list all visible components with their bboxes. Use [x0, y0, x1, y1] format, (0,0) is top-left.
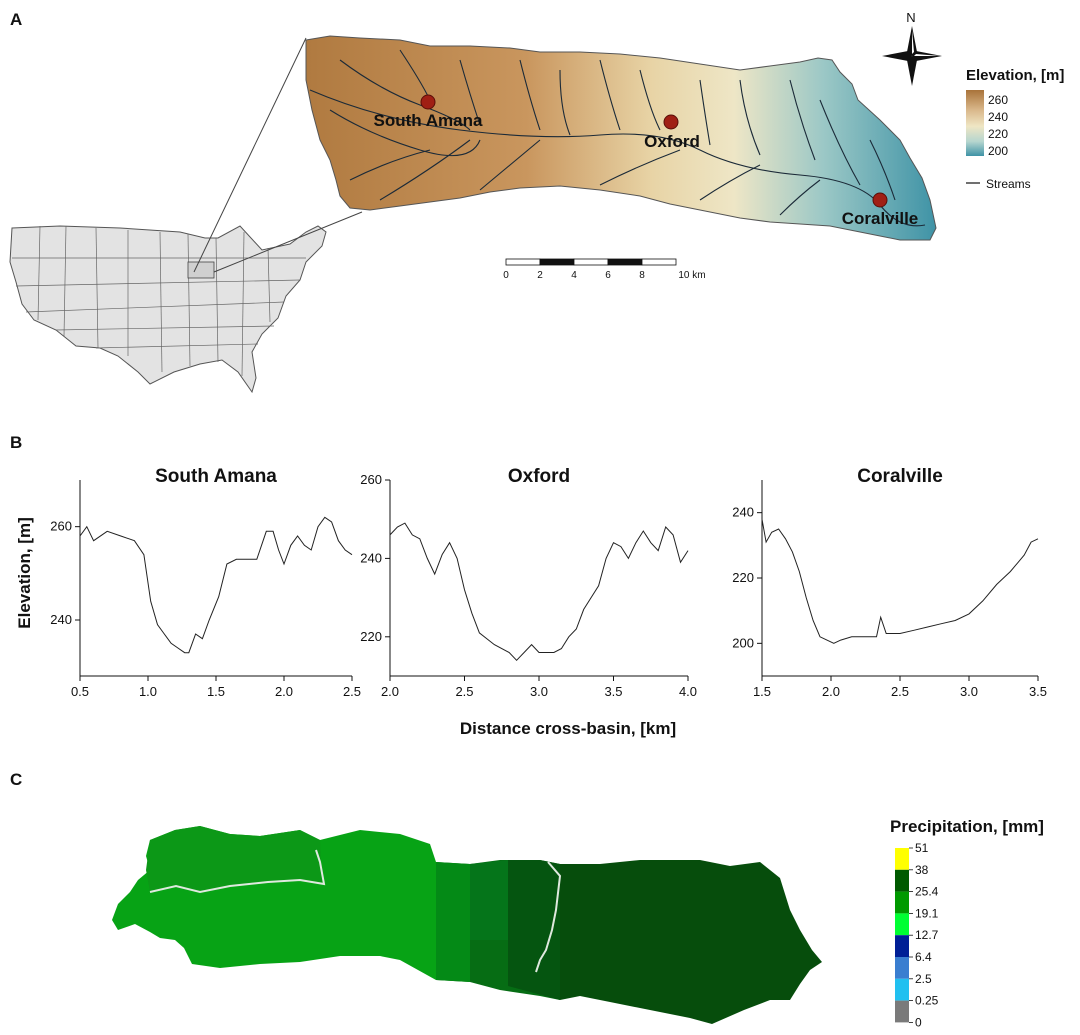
- y-tick-label: 200: [732, 635, 754, 650]
- zoom-line-bottom: [213, 211, 363, 273]
- north-arrow-icon: [882, 26, 942, 86]
- x-tick-label: 1.5: [207, 684, 225, 699]
- scale-tick: 6: [605, 270, 611, 281]
- elevation-tick: 200: [988, 144, 1008, 158]
- x-tick-label: 3.5: [604, 684, 622, 699]
- x-tick-label: 2.0: [275, 684, 293, 699]
- x-tick-label: 1.5: [753, 684, 771, 699]
- elevation-profile-line: [79, 516, 353, 654]
- station-marker-oxford[interactable]: [663, 114, 679, 130]
- scale-tick: 2: [537, 270, 543, 281]
- profile-title: Coralville: [857, 466, 943, 487]
- streams-legend-label: Streams: [986, 177, 1031, 191]
- precip-legend-swatch: [895, 891, 909, 914]
- zoom-line-top: [193, 37, 307, 273]
- precip-legend-label: 25.4: [915, 885, 939, 899]
- precip-legend-label: 12.7: [915, 928, 939, 942]
- y-tick-label: 220: [360, 629, 382, 644]
- precipitation-basin: [112, 826, 822, 1024]
- scale-tick: 10 km: [678, 270, 705, 281]
- precip-legend-swatch: [895, 957, 909, 979]
- y-tick-label: 240: [360, 550, 382, 565]
- x-tick-label: 2.5: [343, 684, 361, 699]
- x-tick-label: 0.5: [71, 684, 89, 699]
- precip-legend-swatch: [895, 935, 909, 957]
- panel-b-label: B: [10, 433, 23, 452]
- north-label: N: [906, 10, 915, 25]
- x-tick-label: 2.5: [455, 684, 473, 699]
- precip-legend-title: Precipitation, [mm]: [890, 817, 1044, 836]
- y-tick-label: 240: [50, 612, 72, 627]
- elevation-tick: 220: [988, 127, 1008, 141]
- x-tick-label: 3.5: [1029, 684, 1047, 699]
- panel-a-label: A: [10, 10, 23, 29]
- profile-chart-south-amana: South Amana 0.5 1.0 1.5 2.0 2.5 240 260: [50, 466, 361, 699]
- watershed-map: South Amana Oxford Coralville N Elevatio…: [9, 10, 1064, 394]
- elevation-tick: 260: [988, 93, 1008, 107]
- elevation-profile-line: [761, 519, 1039, 644]
- precip-legend-label: 19.1: [915, 906, 939, 920]
- profile-title: Oxford: [508, 466, 570, 487]
- profile-title: South Amana: [155, 466, 277, 487]
- panel-c-label: C: [10, 770, 23, 789]
- y-tick-label: 260: [360, 472, 382, 487]
- watershed-elevation-area: [305, 35, 937, 241]
- precip-legend: 51 38 25.4 19.1 12.7 6.4 2.5 0.25 0: [895, 841, 939, 1029]
- precip-legend-swatch: [895, 1000, 909, 1023]
- cross-section-profiles: Elevation, [m] Distance cross-basin, [km…: [15, 466, 1047, 738]
- precip-legend-label: 51: [915, 841, 929, 855]
- x-tick-label: 2.5: [891, 684, 909, 699]
- elevation-tick: 240: [988, 110, 1008, 124]
- scale-tick: 8: [639, 270, 645, 281]
- y-tick-label: 260: [50, 519, 72, 534]
- station-marker-coralville[interactable]: [872, 192, 888, 208]
- precip-legend-label: 6.4: [915, 950, 932, 964]
- precip-legend-swatch: [895, 913, 909, 936]
- profile-chart-oxford: Oxford 2.0 2.5 3.0 3.5 4.0 220 240 260: [360, 466, 697, 699]
- station-label-south-amana: South Amana: [374, 111, 483, 130]
- scale-tick: 0: [503, 270, 509, 281]
- scale-tick: 4: [571, 270, 577, 281]
- precip-legend-label: 0: [915, 1015, 922, 1029]
- profile-chart-coralville: Coralville 1.5 2.0 2.5 3.0 3.5 200 220 240: [732, 466, 1047, 699]
- profiles-xlabel: Distance cross-basin, [km]: [460, 719, 676, 738]
- x-tick-label: 2.0: [381, 684, 399, 699]
- elevation-legend-ramp: [966, 90, 984, 156]
- x-tick-label: 3.0: [960, 684, 978, 699]
- x-tick-label: 1.0: [139, 684, 157, 699]
- x-tick-label: 4.0: [679, 684, 697, 699]
- station-marker-south-amana[interactable]: [420, 94, 436, 110]
- elevation-profile-line: [389, 522, 689, 662]
- precip-legend-swatch: [895, 869, 909, 892]
- precipitation-map: Precipitation, [mm] 51 38 25.4 19.1 12.7 6.4 2…: [112, 817, 1044, 1029]
- precip-legend-label: 0.25: [915, 994, 939, 1008]
- scale-bar: [505, 258, 677, 266]
- y-tick-label: 240: [732, 505, 754, 520]
- station-label-coralville: Coralville: [842, 209, 919, 228]
- elevation-legend-title: Elevation, [m]: [966, 67, 1064, 84]
- x-tick-label: 3.0: [530, 684, 548, 699]
- precip-legend-label: 2.5: [915, 972, 932, 986]
- y-tick-label: 220: [732, 570, 754, 585]
- precip-legend-swatch: [895, 848, 909, 870]
- profiles-ylabel: Elevation, [m]: [15, 517, 34, 628]
- precip-legend-label: 38: [915, 863, 929, 877]
- precip-legend-swatch: [895, 978, 909, 1001]
- station-label-oxford: Oxford: [644, 132, 700, 151]
- us-states-map: [9, 225, 327, 394]
- subbasin-boundary: [535, 861, 562, 973]
- subbasin-boundary: [149, 849, 326, 894]
- x-tick-label: 2.0: [822, 684, 840, 699]
